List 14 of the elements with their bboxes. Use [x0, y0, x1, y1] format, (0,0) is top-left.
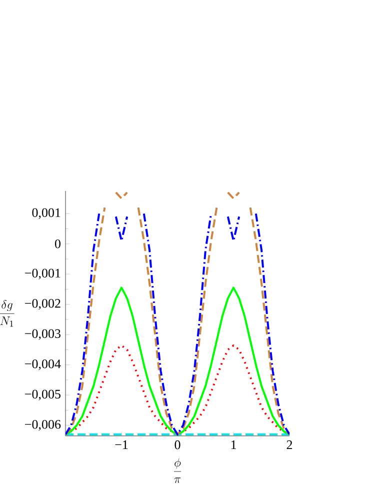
- y-tick-label: 0,001: [32, 208, 60, 219]
- x-axis-title: $\frac{\phi}{\pi}$: [174, 458, 182, 483]
- y-tick-label: −0,004: [25, 360, 61, 370]
- x-tick-label: 2: [286, 440, 292, 450]
- y-axis-title: $\frac{\delta g}{N_{1}}$: [0, 300, 14, 327]
- y-tick-label: 0: [54, 239, 60, 248]
- y-tick-label: −0,002: [25, 299, 60, 310]
- x-tick-label: 0: [174, 440, 180, 450]
- x-tick-label: −1: [115, 440, 128, 450]
- y-tick-label: −0,003: [25, 329, 60, 340]
- y-tick-label: −0,001: [25, 268, 60, 280]
- x-tick-label: 1: [231, 440, 236, 450]
- y-tick-label: −0,005: [25, 390, 60, 400]
- y-tick-label: −0,006: [25, 420, 61, 431]
